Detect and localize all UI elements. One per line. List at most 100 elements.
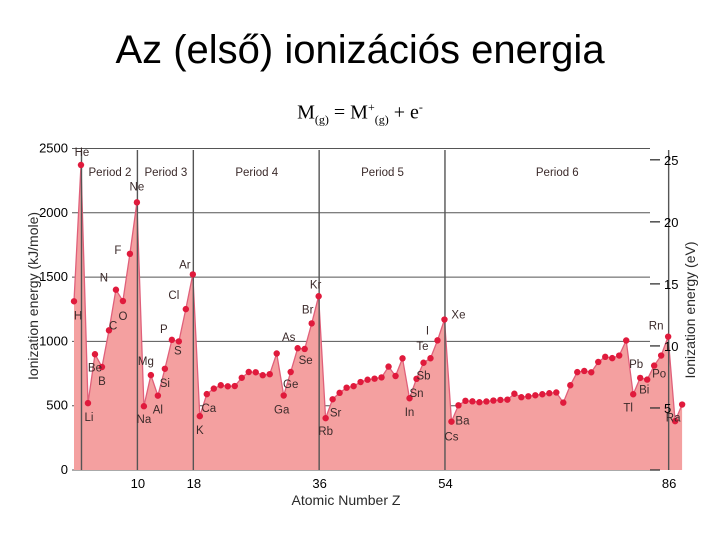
axes-layer: 0 500 1000 1500 2000 2500 5 10 15 20 25 10 18 36 54 86 A… — [25, 141, 698, 509]
data-point — [140, 403, 148, 410]
data-point — [483, 398, 490, 405]
period-label-2: Period 2 — [89, 167, 132, 179]
data-point — [84, 399, 92, 407]
data-point — [364, 376, 371, 383]
period-lines-layer — [80, 150, 670, 470]
labels-layer: Period 2 Period 3 Period 4 Period 5 Period 6… — [74, 147, 681, 444]
data-point — [70, 298, 78, 305]
y2tick-label: 10 — [664, 339, 678, 354]
element-label-li: Li — [85, 412, 94, 424]
data-point — [224, 383, 231, 390]
element-label-po: Po — [652, 369, 666, 381]
data-point — [567, 382, 574, 389]
xtick-label: 10 — [131, 476, 145, 491]
data-point — [588, 369, 595, 376]
y2-axis-title: Ionization energy (eV) — [682, 242, 698, 379]
data-point — [504, 396, 511, 403]
ytick-label: 1500 — [39, 269, 68, 284]
element-label-n: N — [100, 273, 108, 285]
element-label-he: He — [75, 147, 90, 159]
data-point — [154, 392, 162, 399]
data-point — [252, 369, 259, 376]
ytick-label: 2000 — [39, 205, 68, 220]
data-point — [413, 375, 420, 383]
y2tick-label: 15 — [664, 277, 678, 292]
data-point — [427, 355, 434, 362]
element-label-na: Na — [137, 414, 152, 426]
data-point — [420, 359, 427, 366]
data-point — [609, 354, 616, 362]
xtick-label: 54 — [438, 476, 452, 491]
element-label-k: K — [196, 425, 204, 437]
data-point — [553, 389, 560, 396]
data-point — [574, 368, 581, 376]
element-label-te: Te — [416, 341, 428, 353]
element-label-ga: Ga — [274, 405, 290, 417]
data-point — [329, 396, 336, 403]
element-label-s: S — [174, 345, 182, 357]
element-label-p: P — [160, 324, 168, 336]
data-point — [245, 368, 252, 376]
x-axis-title: Atomic Number Z — [292, 492, 401, 508]
element-label-ne: Ne — [130, 181, 145, 193]
data-point — [581, 367, 588, 375]
element-label-ba: Ba — [455, 415, 470, 427]
element-label-al: Al — [153, 405, 163, 417]
data-point — [210, 385, 217, 392]
eq-m1: M — [297, 101, 315, 124]
data-point — [336, 389, 343, 397]
data-point — [91, 351, 99, 358]
element-label-sb: Sb — [416, 371, 430, 383]
data-point — [616, 352, 623, 359]
element-label-cl: Cl — [168, 290, 179, 302]
points-layer — [70, 161, 686, 425]
y2tick-label: 25 — [664, 153, 678, 168]
data-point — [168, 336, 176, 344]
data-point — [280, 392, 287, 399]
data-point — [511, 390, 518, 397]
ionization-line — [73, 164, 683, 422]
element-label-br: Br — [302, 304, 314, 316]
data-point — [287, 368, 294, 376]
data-point — [119, 297, 127, 305]
xtick-label: 86 — [662, 476, 676, 491]
eq-plus-electron: + e — [388, 101, 419, 124]
ytick-label: 2500 — [39, 141, 68, 156]
data-point — [671, 417, 679, 425]
data-point — [77, 161, 85, 169]
data-point — [266, 370, 273, 378]
data-point — [196, 412, 204, 420]
data-point — [392, 372, 399, 380]
data-point — [385, 363, 392, 370]
element-label-c: C — [109, 320, 117, 332]
data-point — [343, 384, 350, 391]
data-point — [532, 392, 539, 399]
element-label-ge: Ge — [283, 379, 298, 391]
data-point — [546, 390, 553, 397]
data-point — [525, 393, 532, 400]
data-point — [406, 395, 413, 402]
element-label-kr: Kr — [310, 279, 322, 291]
data-point — [643, 376, 651, 383]
data-point — [630, 391, 637, 398]
data-point — [259, 372, 266, 379]
data-point — [455, 402, 462, 409]
data-point — [623, 337, 630, 344]
element-label-ca: Ca — [201, 403, 216, 415]
data-point — [650, 362, 658, 369]
data-point — [371, 375, 378, 382]
data-point — [539, 391, 546, 398]
data-point — [378, 374, 385, 381]
ionization-equation: M(g) = M+(g) + e- — [0, 100, 720, 128]
data-point — [462, 397, 469, 405]
y-axis-title: Ionization energy (kJ/mole) — [25, 212, 41, 380]
element-label-b: B — [98, 376, 106, 388]
element-label-sn: Sn — [409, 388, 423, 400]
ionization-area — [74, 165, 683, 470]
element-label-tl: Tl — [623, 402, 633, 414]
eq-sup2: + — [367, 100, 375, 114]
data-point — [315, 293, 322, 300]
data-point — [189, 271, 197, 278]
area-layer — [73, 164, 683, 470]
period-label-4: Period 4 — [235, 167, 278, 179]
